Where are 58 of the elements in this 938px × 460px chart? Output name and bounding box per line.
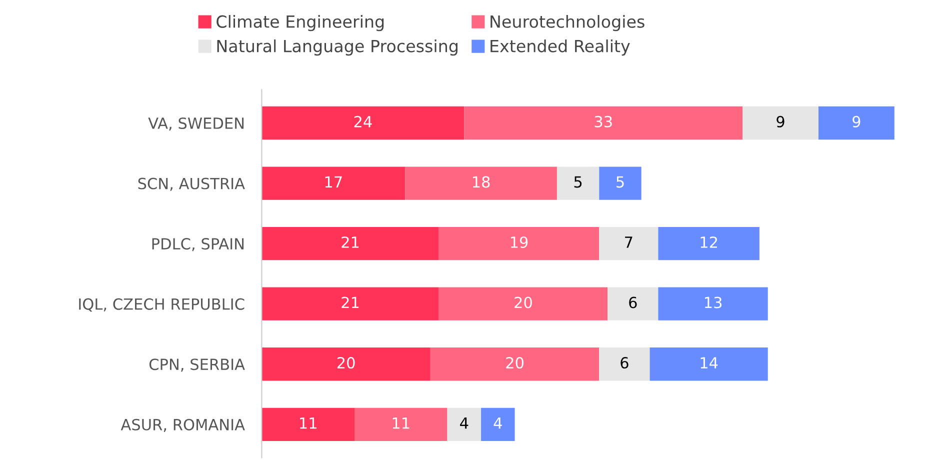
bar xyxy=(658,226,760,260)
y-tick-label: PDLC, SPAIN xyxy=(152,238,244,252)
data-label: 20 xyxy=(506,356,524,369)
y-tick-label: CPN, SERBIA xyxy=(149,358,245,372)
bar xyxy=(599,226,658,260)
data-label: 20 xyxy=(514,296,532,308)
y-tick-label: VA, SWEDEN xyxy=(148,117,244,131)
bar xyxy=(262,166,406,200)
data-label: 6 xyxy=(620,356,628,369)
bar xyxy=(556,166,600,200)
data-label: 9 xyxy=(776,116,784,128)
data-label: 9 xyxy=(852,116,860,128)
bar xyxy=(262,408,354,441)
legend-label: Climate Engineering xyxy=(216,15,384,32)
data-label: 6 xyxy=(629,296,637,308)
bar xyxy=(447,408,482,441)
data-label: 19 xyxy=(510,236,528,248)
data-label: 24 xyxy=(354,116,372,128)
bar xyxy=(608,287,658,320)
bar xyxy=(599,166,642,200)
bar xyxy=(599,348,650,381)
data-label: 5 xyxy=(574,176,582,188)
data-label: 17 xyxy=(325,176,342,188)
bar xyxy=(438,226,600,260)
y-tick-label: IQL, CZECH REPUBLIC xyxy=(79,298,244,312)
data-label: 33 xyxy=(594,116,612,128)
data-label: 21 xyxy=(342,296,359,308)
bar xyxy=(430,348,600,381)
bar xyxy=(262,226,439,260)
bar xyxy=(262,106,464,140)
y-tick-label: ASUR, ROMANIA xyxy=(120,418,245,432)
legend-label: Natural Language Processing xyxy=(217,39,458,56)
bar xyxy=(464,106,743,140)
bar xyxy=(354,408,448,441)
y-tick-label: SCN, AUSTRIA xyxy=(138,178,245,191)
bar xyxy=(438,287,608,320)
bar xyxy=(481,408,515,441)
bar xyxy=(262,348,430,381)
bar xyxy=(818,106,894,140)
data-label: 11 xyxy=(300,417,316,429)
data-label: 13 xyxy=(704,296,722,308)
bar xyxy=(650,348,768,381)
data-label: 20 xyxy=(337,356,355,369)
data-label: 21 xyxy=(342,236,359,248)
legend-label: Neurotechnologies xyxy=(490,15,644,32)
data-label: 12 xyxy=(700,236,718,248)
data-label: 7 xyxy=(625,236,632,248)
data-label: 11 xyxy=(392,417,410,429)
bar xyxy=(658,287,768,320)
data-label: 14 xyxy=(700,357,718,368)
bar xyxy=(742,106,818,140)
bar xyxy=(405,166,557,200)
data-label: 4 xyxy=(494,417,502,429)
data-label: 18 xyxy=(473,176,490,188)
bar xyxy=(262,287,439,320)
data-label: 4 xyxy=(460,417,468,429)
legend-label: Extended Reality xyxy=(490,39,630,56)
data-label: 5 xyxy=(616,176,624,188)
